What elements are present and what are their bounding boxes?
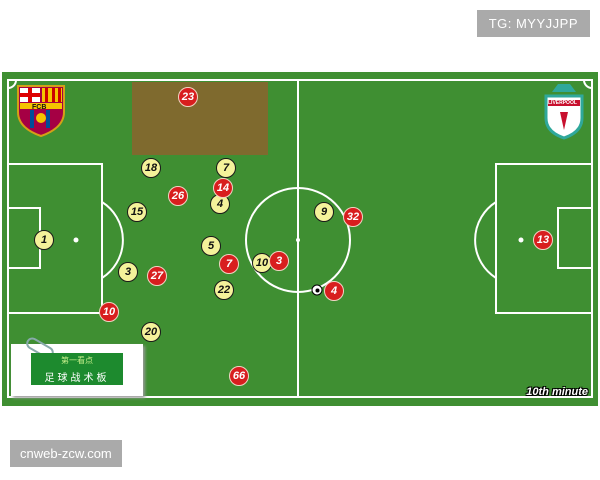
away-player-marker: 32 [343,207,363,227]
home-player-marker: 10 [252,253,272,273]
liverpool-crest [544,84,584,140]
barcelona-logo-text: FCB [32,104,47,111]
away-player-marker: 23 [178,87,198,107]
away-player-marker: 3 [269,251,289,271]
home-player-marker: 18 [141,158,161,178]
note-line-2: 足球战术板 [44,373,110,384]
ball-icon [311,284,323,296]
away-player-marker: 66 [229,366,249,386]
site-label: cnweb-zcw.com [10,440,122,467]
home-player-marker: 20 [141,322,161,342]
home-player-marker: 1 [34,230,54,250]
minute-label: 10th minute [526,386,588,398]
home-player-marker: 15 [127,202,147,222]
pitch: FCB LIVERPOOL 第一看点 足球战术板 10th minute 1 18… [2,72,598,406]
home-player-marker: 7 [216,158,236,178]
home-player-marker: 22 [214,280,234,300]
liverpool-logo-text: LIVERPOOL [548,100,577,106]
away-player-marker: 10 [99,302,119,322]
watermark-tag: TG: MYYJJPP [476,10,590,37]
away-player-marker: 27 [147,266,167,286]
away-player-marker: 14 [213,178,233,198]
home-player-marker: 5 [201,236,221,256]
away-player-marker: 4 [324,281,344,301]
note-line-1: 第一看点 [61,356,93,365]
pitch-lines [7,79,593,398]
away-player-marker: 7 [219,254,239,274]
highlight-zone [132,82,268,155]
barcelona-crest [17,85,65,138]
sticky-note: 第一看点 足球战术板 [11,335,143,396]
away-player-marker: 13 [533,230,553,250]
away-player-marker: 26 [168,186,188,206]
home-player-marker: 3 [118,262,138,282]
home-player-marker: 9 [314,202,334,222]
